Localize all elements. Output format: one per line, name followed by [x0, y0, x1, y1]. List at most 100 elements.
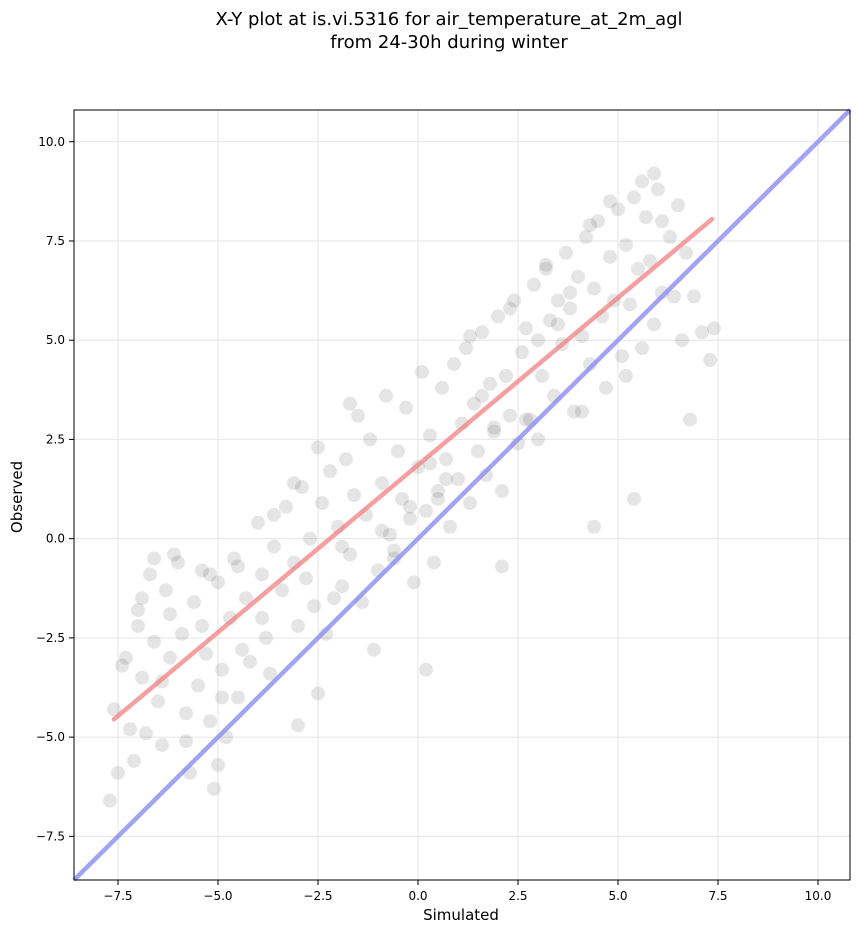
scatter-point — [343, 396, 357, 411]
identity-line — [72, 108, 852, 882]
scatter-point — [307, 599, 321, 614]
scatter-point — [647, 166, 661, 181]
scatter-point — [147, 551, 161, 566]
chart-title-line-2: from 24-30h during winter — [330, 32, 568, 53]
scatter-point — [539, 257, 553, 272]
scatter-point — [571, 269, 585, 284]
scatter-point — [531, 333, 545, 348]
scatter-point — [563, 285, 577, 300]
scatter-point — [683, 412, 697, 427]
scatter-point — [239, 591, 253, 606]
scatter-point — [267, 507, 281, 522]
scatter-point — [235, 642, 249, 657]
scatter-point — [551, 293, 565, 308]
scatter-point — [171, 555, 185, 570]
scatter-point — [179, 734, 193, 749]
scatter-point — [363, 432, 377, 447]
scatter-point — [267, 539, 281, 554]
scatter-point — [215, 662, 229, 677]
grid-layer — [74, 110, 850, 880]
scatter-point — [583, 218, 597, 233]
scatter-point — [203, 714, 217, 729]
scatter-point — [635, 341, 649, 356]
scatter-point — [159, 583, 173, 598]
scatter-point — [243, 654, 257, 669]
scatter-point — [135, 670, 149, 685]
scatter-point — [191, 678, 205, 693]
y-axis-label: Observed — [8, 461, 26, 533]
scatter-point — [135, 591, 149, 606]
scatter-point — [655, 214, 669, 229]
scatter-point — [495, 484, 509, 499]
scatter-point — [639, 210, 653, 225]
scatter-point — [483, 376, 497, 391]
scatter-point — [323, 464, 337, 479]
scatter-point — [675, 333, 689, 348]
scatter-point — [375, 476, 389, 491]
scatter-point — [579, 230, 593, 245]
scatter-point — [335, 579, 349, 594]
scatter-point — [299, 571, 313, 586]
y-tick-label-2: −2.5 — [36, 631, 65, 645]
scatter-point — [179, 706, 193, 721]
scatter-point — [623, 297, 637, 312]
scatter-point — [423, 428, 437, 443]
scatter-point — [495, 559, 509, 574]
scatter-point — [231, 690, 245, 705]
scatter-point — [147, 634, 161, 649]
scatter-point — [139, 726, 153, 741]
scatter-point — [567, 404, 581, 419]
scatter-point — [231, 559, 245, 574]
scatter-point — [407, 575, 421, 590]
scatter-point — [115, 658, 129, 673]
scatter-point — [551, 317, 565, 332]
scatter-point — [367, 642, 381, 657]
scatter-point — [487, 420, 501, 435]
scatter-point — [123, 722, 137, 737]
scatter-point — [155, 738, 169, 753]
chart-title-line-1: X-Y plot at is.vi.5316 for air_temperatu… — [215, 9, 682, 30]
scatter-point — [119, 650, 133, 665]
x-tick-label-0: −7.5 — [103, 889, 132, 903]
scatter-point — [203, 567, 217, 582]
y-tick-label-0: −7.5 — [36, 829, 65, 843]
scatter-point — [127, 753, 141, 768]
scatter-point — [403, 499, 417, 514]
scatter-point — [499, 368, 513, 383]
scatter-point — [415, 364, 429, 379]
lines-layer — [72, 108, 852, 882]
scatter-point — [419, 662, 433, 677]
scatter-point — [399, 400, 413, 415]
scatter-point — [351, 408, 365, 423]
x-tick-label-7: 10.0 — [805, 889, 832, 903]
x-tick-label-5: 5.0 — [608, 889, 627, 903]
scatter-point — [195, 618, 209, 633]
scatter-point — [255, 567, 269, 582]
scatter-point — [435, 380, 449, 395]
x-tick-label-6: 7.5 — [708, 889, 727, 903]
scatter-point — [103, 793, 117, 808]
scatter-point — [303, 531, 317, 546]
scatter-point — [327, 591, 341, 606]
scatter-point — [503, 408, 517, 423]
scatter-point — [707, 321, 721, 336]
scatter-point — [463, 495, 477, 510]
y-tick-label-7: 10.0 — [38, 135, 65, 149]
scatter-point — [671, 198, 685, 213]
scatter-point — [619, 237, 633, 252]
scatter-point — [695, 325, 709, 340]
scatter-point — [255, 611, 269, 626]
scatter-point — [503, 301, 517, 316]
scatter-point — [615, 349, 629, 364]
scatter-point — [703, 353, 717, 368]
axes-layer: −7.5 −5.0 −2.5 0.0 2.5 5.0 7.5 10.0 −7.5 −5.0 −2.5… — [36, 109, 851, 903]
scatter-point — [487, 424, 501, 439]
regression-fit-line — [111, 216, 715, 722]
scatter-point — [291, 718, 305, 733]
scatter-point — [531, 432, 545, 447]
scatter-point — [315, 495, 329, 510]
y-tick-label-6: 7.5 — [46, 234, 65, 248]
scatter-point — [131, 618, 145, 633]
